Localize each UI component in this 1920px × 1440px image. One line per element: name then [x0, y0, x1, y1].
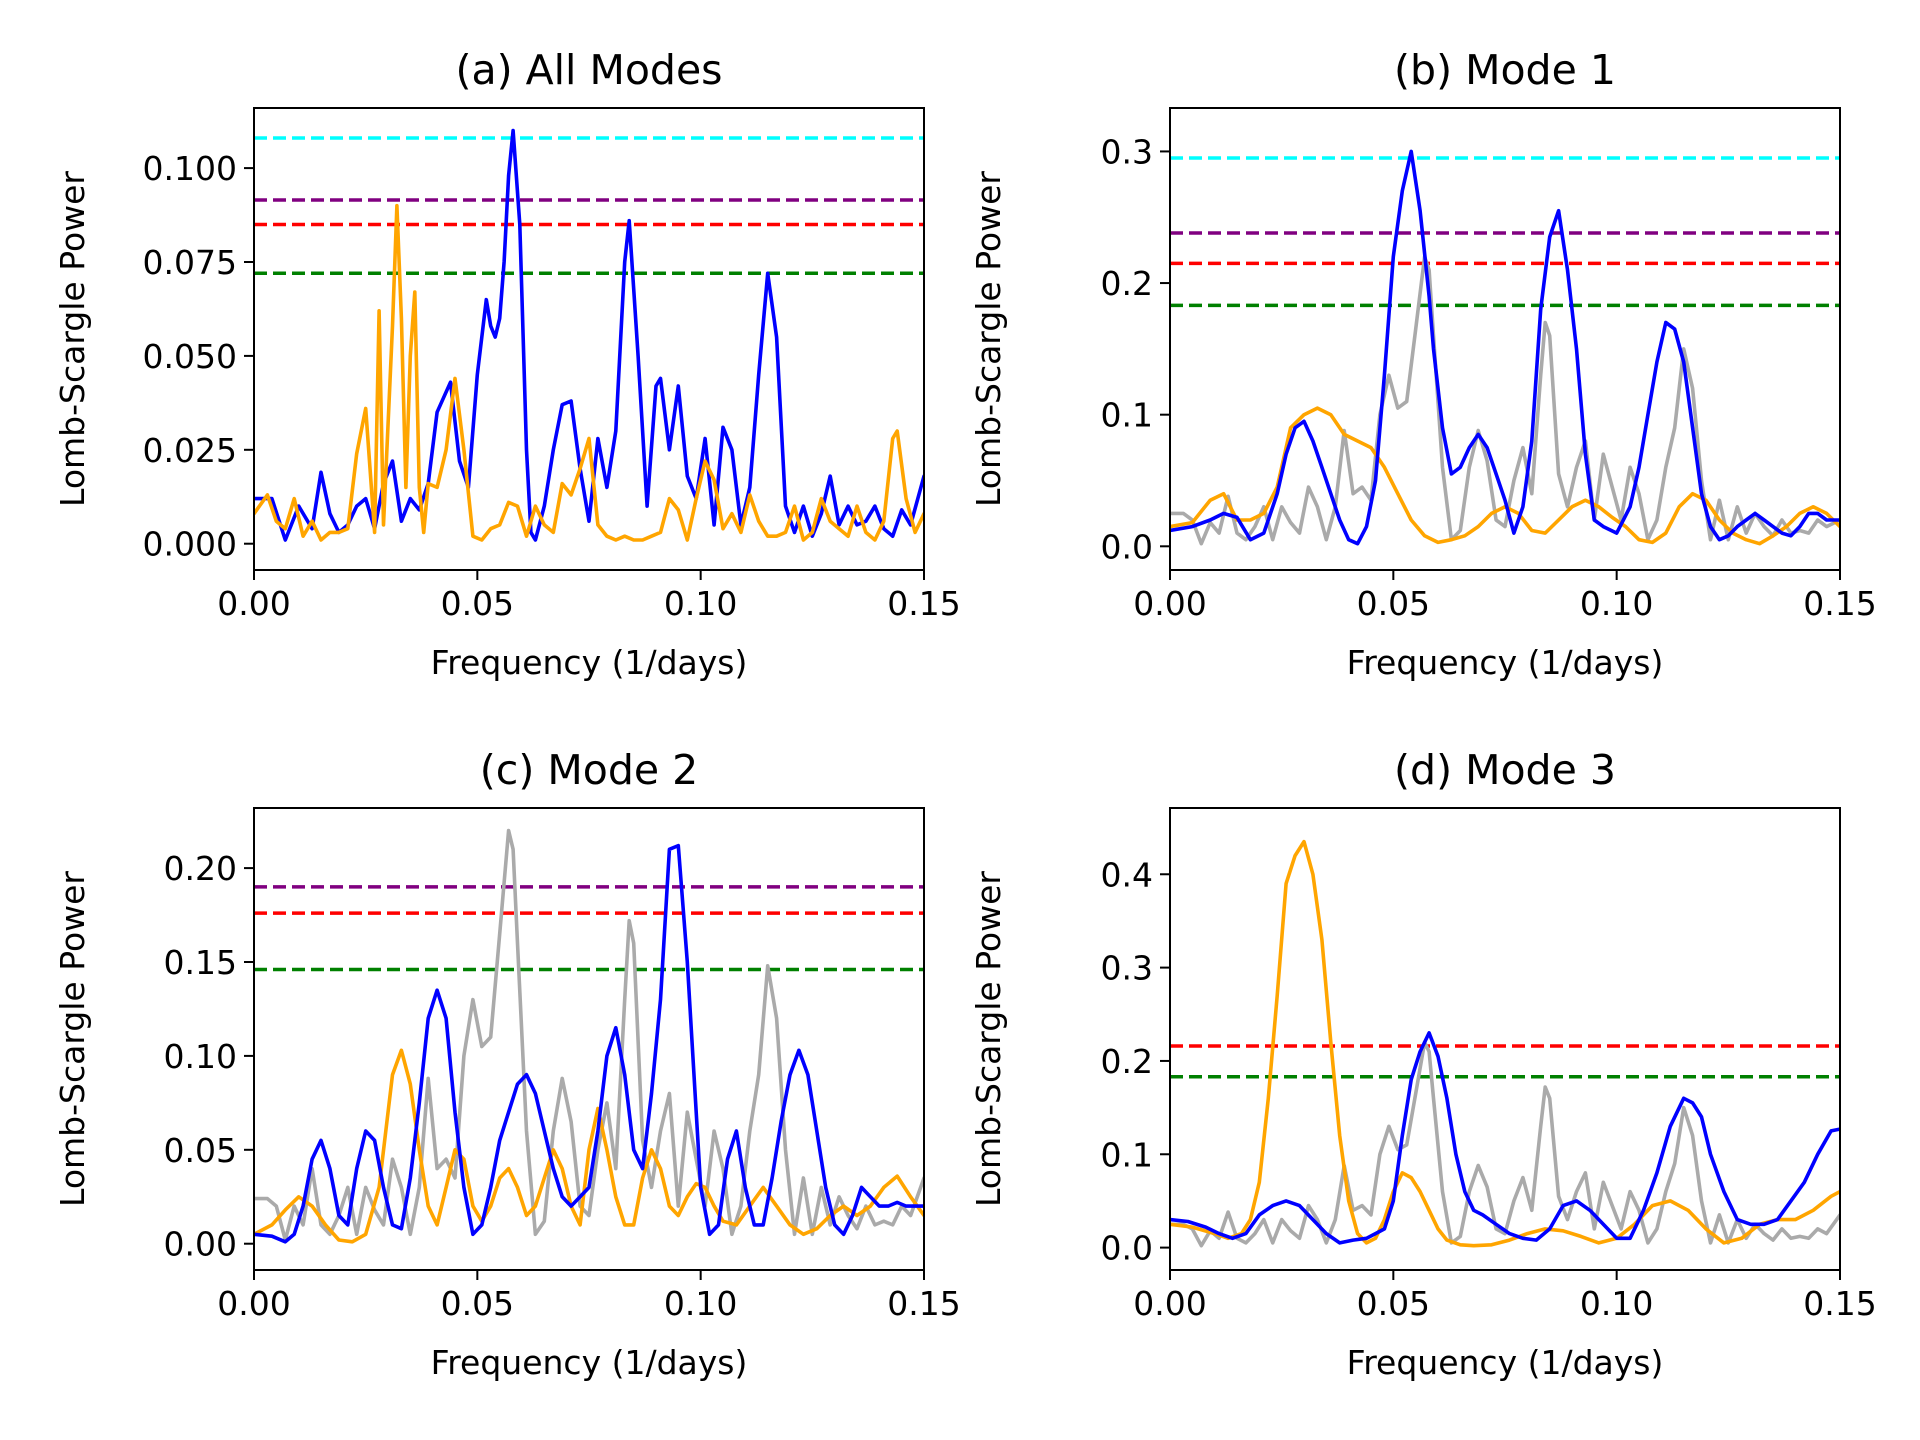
panel-a-series-orange-line — [254, 203, 924, 542]
panel-a-series-blue-line — [254, 128, 924, 542]
panel-b-title: (b) Mode 1 — [1394, 46, 1616, 94]
panel-d-plot-area — [1170, 839, 1840, 1248]
panel-b-plot-area — [1170, 149, 1840, 546]
panel-b-axes-frame — [1169, 107, 1841, 571]
panel-c-x-tick-label: 0.00 — [217, 1284, 290, 1323]
panel-c: 0.00 0.05 0.10 0.15 0.00 0.05 0.10 0.15 0.20 (c) … — [53, 746, 961, 1382]
panel-b-y-tick-label: 0.2 — [1101, 264, 1153, 303]
panel-d-y-tick-label: 0.1 — [1101, 1135, 1153, 1174]
panel-a-plot-area — [254, 128, 924, 542]
panel-a-x-tick-label: 0.05 — [441, 584, 514, 623]
panel-c-axes-frame — [253, 807, 925, 1271]
panel-b-y-tick-label: 0.0 — [1101, 527, 1153, 566]
panel-c-y-tick-label: 0.20 — [164, 849, 237, 888]
panel-b-series-blue-line — [1170, 149, 1840, 546]
panel-a-title: (a) All Modes — [455, 46, 722, 94]
panel-b-y-tick-label: 0.3 — [1101, 132, 1153, 171]
panel-c-series-orange-line — [254, 1048, 924, 1244]
panel-b-x-tick-label: 0.00 — [1133, 584, 1206, 623]
panel-d-x-axis-label: Frequency (1/days) — [1347, 1343, 1664, 1382]
panel-d-y-tick-label: 0.4 — [1101, 855, 1153, 894]
panel-c-y-tick-label: 0.10 — [164, 1037, 237, 1076]
panel-a-y-tick-label: 0.075 — [143, 243, 237, 282]
panel-d-axes-frame — [1169, 807, 1841, 1271]
panel-a-y-tick-label: 0.000 — [143, 525, 237, 564]
panel-a: 0.00 0.05 0.10 0.15 0.000 0.025 0.050 0.075 0.10… — [53, 46, 961, 682]
panel-c-title: (c) Mode 2 — [480, 746, 698, 794]
panel-c-y-tick-label: 0.00 — [164, 1225, 237, 1264]
panel-b-y-tick-label: 0.1 — [1101, 396, 1153, 435]
panel-a-y-tick-label: 0.100 — [143, 149, 237, 188]
panel-d: 0.00 0.05 0.10 0.15 0.0 0.1 0.2 0.3 0.4 (d) Mode … — [969, 746, 1877, 1382]
panel-b-x-axis-label: Frequency (1/days) — [1347, 643, 1664, 682]
panel-d-series-grey-line — [1170, 1040, 1840, 1248]
panel-a-y-axis-label: Lomb-Scargle Power — [53, 171, 92, 507]
panel-d-x-tick-label: 0.15 — [1803, 1284, 1876, 1323]
panel-c-x-tick-label: 0.15 — [887, 1284, 960, 1323]
panel-d-x-tick-label: 0.05 — [1357, 1284, 1430, 1323]
panel-d-series-orange-line — [1170, 839, 1840, 1248]
panel-c-x-tick-label: 0.10 — [664, 1284, 737, 1323]
panel-a-y-tick-label: 0.050 — [143, 337, 237, 376]
panel-d-series-blue-line — [1170, 1031, 1840, 1245]
panel-d-x-tick-label: 0.00 — [1133, 1284, 1206, 1323]
panel-a-axes-frame — [253, 107, 925, 571]
panel-b-x-tick-label: 0.15 — [1803, 584, 1876, 623]
panel-c-y-tick-label: 0.05 — [164, 1131, 237, 1170]
panel-c-plot-area — [254, 828, 924, 1244]
panel-b-x-tick-label: 0.05 — [1357, 584, 1430, 623]
panel-d-y-tick-label: 0.2 — [1101, 1042, 1153, 1081]
panel-c-x-axis-label: Frequency (1/days) — [431, 1343, 748, 1382]
panel-c-y-axis-label: Lomb-Scargle Power — [53, 871, 92, 1207]
panel-c-series-grey-line — [254, 828, 924, 1242]
panel-c-x-tick-label: 0.05 — [441, 1284, 514, 1323]
panel-a-x-tick-label: 0.10 — [664, 584, 737, 623]
panel-a-x-axis-label: Frequency (1/days) — [431, 643, 748, 682]
panel-a-x-tick-label: 0.15 — [887, 584, 960, 623]
panel-c-y-tick-label: 0.15 — [164, 943, 237, 982]
panel-d-y-tick-label: 0.3 — [1101, 949, 1153, 988]
panel-b-x-tick-label: 0.10 — [1580, 584, 1653, 623]
panel-d-x-tick-label: 0.10 — [1580, 1284, 1653, 1323]
panel-d-y-tick-label: 0.0 — [1101, 1229, 1153, 1268]
panel-a-y-tick-label: 0.025 — [143, 431, 237, 470]
panel-b: 0.00 0.05 0.10 0.15 0.0 0.1 0.2 0.3 (b) Mode 1 Fr… — [969, 46, 1877, 682]
panel-d-title: (d) Mode 3 — [1394, 746, 1616, 794]
panel-b-y-axis-label: Lomb-Scargle Power — [969, 171, 1008, 507]
panel-a-x-tick-label: 0.00 — [217, 584, 290, 623]
panel-b-series-grey-line — [1170, 254, 1840, 546]
panel-d-y-axis-label: Lomb-Scargle Power — [969, 871, 1008, 1207]
panel-c-series-blue-line — [254, 843, 924, 1244]
